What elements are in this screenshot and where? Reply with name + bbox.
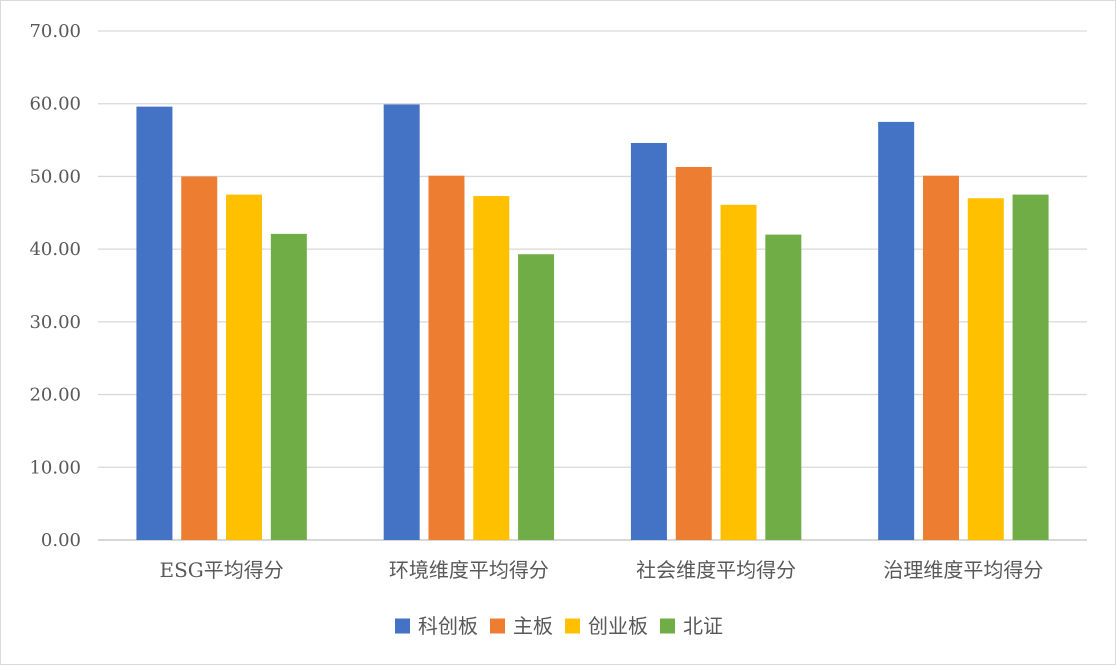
bar: [518, 254, 555, 541]
bar: [630, 142, 667, 541]
legend-label: 主板: [513, 614, 553, 638]
bar: [967, 198, 1004, 540]
y-tick-label: 60.00: [29, 94, 81, 115]
category-label: 社会维度平均得分: [636, 558, 796, 582]
bar: [765, 234, 802, 540]
legend-label: 北证: [683, 614, 723, 638]
bar: [270, 233, 307, 540]
legend-swatch: [660, 618, 675, 634]
bar: [428, 175, 465, 541]
bar: [720, 204, 757, 540]
bar: [226, 194, 263, 540]
y-tick-label: 40.00: [29, 239, 81, 260]
category-label: 治理维度平均得分: [883, 558, 1043, 582]
legend-label: 科创板: [418, 614, 478, 638]
bar: [675, 166, 712, 540]
bar: [878, 121, 915, 541]
y-tick-label: 30.00: [29, 312, 81, 333]
y-tick-label: 10.00: [29, 457, 81, 478]
bar: [383, 104, 420, 540]
bar: [922, 175, 959, 541]
bar: [181, 176, 218, 540]
category-label: 环境维度平均得分: [389, 558, 549, 582]
y-tick-label: 20.00: [29, 385, 81, 406]
y-tick-label: 50.00: [29, 166, 81, 187]
bar: [136, 106, 173, 540]
legend-swatch: [395, 618, 410, 634]
bar: [473, 196, 510, 540]
category-label: ESG平均得分: [159, 558, 283, 582]
legend-label: 创业板: [588, 614, 648, 638]
legend-swatch: [565, 618, 580, 634]
y-tick-label: 0.00: [41, 530, 81, 551]
legend-swatch: [490, 618, 505, 634]
bar: [1012, 194, 1049, 540]
y-tick-label: 70.00: [29, 21, 81, 42]
